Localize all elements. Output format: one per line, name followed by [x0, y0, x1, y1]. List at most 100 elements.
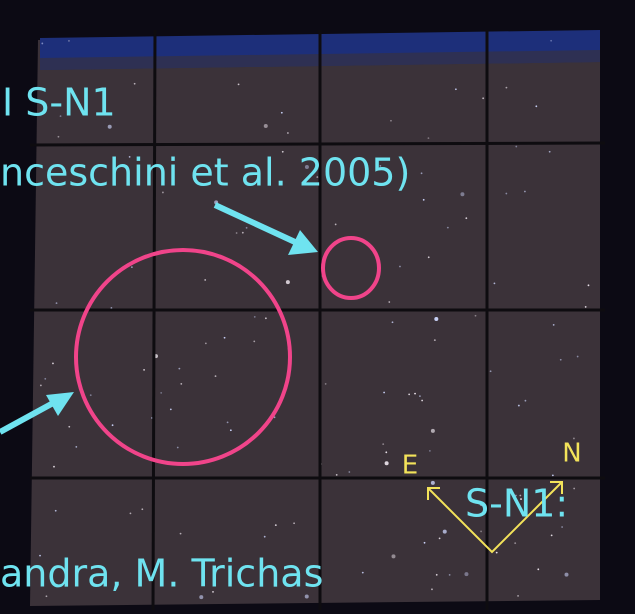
star [419, 395, 421, 397]
star [41, 43, 43, 45]
star [44, 378, 46, 380]
star [565, 573, 569, 577]
star [264, 536, 266, 538]
star [55, 510, 57, 512]
star [170, 408, 172, 410]
star [224, 337, 226, 339]
page: I S-N1 nceschini et al. 2005) S-N1: andr… [0, 0, 635, 614]
star [205, 342, 207, 344]
star [447, 227, 449, 229]
star [253, 340, 255, 342]
star [431, 481, 435, 485]
star [475, 315, 477, 317]
star [242, 232, 244, 234]
star [141, 508, 143, 510]
star [431, 588, 433, 590]
star [131, 266, 133, 268]
star [421, 172, 423, 174]
star [514, 542, 516, 544]
star [552, 474, 554, 476]
star [325, 383, 327, 385]
star [286, 280, 290, 284]
star [281, 112, 283, 114]
star [443, 530, 447, 534]
star [431, 429, 435, 433]
star [429, 450, 431, 452]
star [551, 534, 553, 536]
star [275, 524, 277, 526]
star [180, 383, 182, 385]
star [439, 537, 441, 539]
star [348, 471, 350, 473]
star [385, 451, 387, 453]
star [293, 522, 295, 524]
star [199, 595, 203, 599]
star [383, 392, 385, 394]
star [112, 424, 114, 426]
star [537, 568, 539, 570]
compass-east: E [402, 451, 418, 481]
star [90, 394, 92, 396]
star [428, 256, 430, 258]
star [246, 227, 248, 229]
star [362, 572, 364, 574]
star [517, 595, 519, 597]
star [464, 572, 468, 576]
star [506, 87, 508, 89]
star [264, 124, 268, 128]
star [287, 132, 289, 134]
star [449, 574, 451, 576]
star [550, 40, 552, 42]
star [130, 512, 132, 514]
star [399, 266, 401, 268]
star [494, 283, 496, 285]
star [68, 426, 70, 428]
star [134, 83, 136, 85]
sky-image: I S-N1 nceschini et al. 2005) S-N1: andr… [0, 0, 635, 614]
star [382, 443, 384, 445]
star [434, 339, 436, 341]
star [40, 385, 42, 387]
star [588, 284, 590, 286]
star [480, 531, 482, 533]
star [230, 429, 232, 431]
star [391, 554, 395, 558]
field-label: I S-N1 [2, 81, 116, 125]
star [585, 306, 587, 308]
star [573, 488, 575, 490]
grid-line [30, 143, 605, 145]
star [178, 368, 180, 370]
compass-north: N [562, 439, 581, 469]
star [482, 97, 484, 99]
star [515, 146, 517, 148]
star [577, 356, 579, 358]
star [336, 474, 338, 476]
star [549, 151, 551, 153]
star [46, 595, 48, 597]
star [236, 232, 238, 234]
star [524, 191, 526, 193]
star [390, 120, 392, 122]
star [414, 393, 416, 395]
star [254, 316, 256, 318]
star [238, 83, 240, 85]
star [436, 574, 438, 576]
star [227, 422, 229, 424]
star [392, 321, 394, 323]
star [143, 369, 145, 371]
star [553, 324, 555, 326]
star [68, 40, 70, 42]
star [428, 137, 430, 139]
star [56, 302, 58, 304]
star [75, 446, 77, 448]
credit: andra, M. Trichas [0, 552, 323, 596]
star [108, 125, 112, 129]
star [424, 542, 426, 544]
star [177, 447, 179, 449]
star [535, 105, 537, 107]
star [505, 193, 507, 195]
grid-line [153, 30, 155, 610]
star [496, 552, 498, 554]
star [455, 88, 457, 90]
star [560, 359, 562, 361]
